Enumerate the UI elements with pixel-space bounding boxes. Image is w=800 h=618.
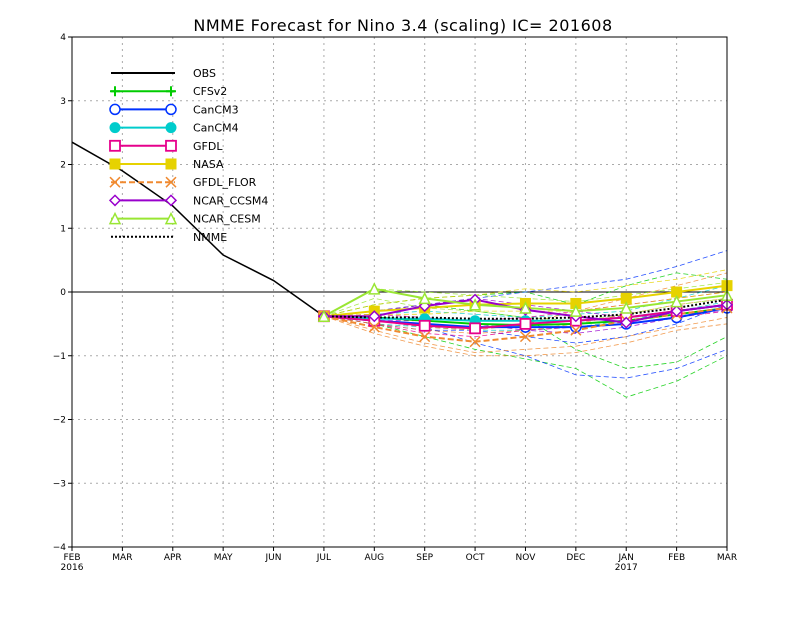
x-tick-label: FEB <box>63 553 80 563</box>
legend-marker-cfsv2 <box>166 86 176 97</box>
x-tick-label: MAR <box>717 553 737 563</box>
legend-label-cfsv2: CFSv2 <box>193 85 227 98</box>
x-tick-year: 2016 <box>61 563 84 573</box>
data-point-gfdl-flor <box>519 331 531 343</box>
legend-marker-gfdl-flor <box>109 176 121 188</box>
legend-label-nmme: NMME <box>193 231 227 244</box>
data-point-gfdl-flor <box>368 321 380 333</box>
legend: OBS CFSv2 CanCM3 CanCM4 GFDL NASA GFDL_FLOR NCA… <box>108 67 268 244</box>
x-tick-label: DEC <box>566 553 585 563</box>
legend-marker-gfdl <box>165 139 177 152</box>
data-point-gfdl-flor <box>419 331 431 343</box>
data-point-ncar-ccsm4 <box>620 316 633 329</box>
y-tick-label: −1 <box>53 352 66 362</box>
legend-marker-gfdl-flor <box>165 176 177 188</box>
x-tick-label: JUL <box>316 553 331 563</box>
legend-label-nasa: NASA <box>193 158 224 171</box>
legend-label-gfdl: GFDL <box>193 140 223 153</box>
data-point-ncar-cesm <box>317 309 331 322</box>
data-point-ncar-ccsm4 <box>368 310 381 323</box>
series-markers <box>317 280 734 348</box>
x-tick-label: SEP <box>416 553 433 563</box>
x-tick-label: JUN <box>265 553 282 563</box>
data-point-gfdl <box>519 317 532 330</box>
legend-label-gfdl-flor: GFDL_FLOR <box>193 176 257 189</box>
x-tick-label: APR <box>164 553 182 563</box>
data-point-ncar-cesm <box>620 301 633 314</box>
legend-marker-nasa <box>109 158 121 170</box>
x-tick-label: JAN <box>618 553 634 563</box>
legend-label-cancm3: CanCM3 <box>193 103 239 116</box>
data-point-ncar-cesm <box>569 304 583 317</box>
legend-marker-cancm3 <box>165 103 177 116</box>
data-point-ncar-cesm <box>670 294 683 308</box>
y-tick-label: 4 <box>60 33 66 43</box>
x-tick-label: FEB <box>668 553 685 563</box>
legend-label-ncar-ccsm4: NCAR_CCSM4 <box>193 194 268 207</box>
data-point-ncar-cesm <box>468 298 482 311</box>
legend-marker-ncar-cesm <box>164 211 178 225</box>
legend-marker-ncar-ccsm4 <box>108 194 122 207</box>
y-tick-label: 3 <box>60 97 66 107</box>
y-tick-label: −3 <box>53 479 66 489</box>
data-point-ncar-cesm <box>519 301 532 314</box>
x-tick-year: 2017 <box>615 563 638 573</box>
y-axis-ticks: −4 −3 −2 −1 0 1 2 3 4 <box>53 33 72 553</box>
x-tick-label: OCT <box>466 553 485 563</box>
grid <box>72 37 727 547</box>
legend-label-cancm4: CanCM4 <box>193 122 239 135</box>
legend-marker-cancm4 <box>109 122 121 134</box>
y-tick-label: −4 <box>53 543 67 553</box>
data-point-ncar-cesm <box>368 282 381 295</box>
legend-marker-ncar-ccsm4 <box>164 194 178 207</box>
data-point-gfdl <box>469 322 481 335</box>
y-tick-label: 0 <box>60 288 66 298</box>
x-tick-label: MAR <box>112 553 132 563</box>
data-point-ncar-ccsm4 <box>670 305 683 318</box>
legend-marker-cfsv2 <box>110 86 120 97</box>
ensemble-member-line <box>323 315 728 398</box>
data-point-gfdl-flor <box>469 336 481 348</box>
series-line-gfdl-flor <box>323 306 728 343</box>
y-tick-label: 1 <box>60 224 66 234</box>
legend-marker-nasa <box>165 158 177 170</box>
data-point-gfdl <box>418 319 431 332</box>
legend-marker-cancm3 <box>109 103 121 116</box>
x-tick-label: AUG <box>364 553 384 563</box>
y-tick-label: −2 <box>53 416 66 426</box>
legend-marker-cancm4 <box>165 122 177 134</box>
y-tick-label: 2 <box>60 161 66 171</box>
legend-marker-ncar-cesm <box>108 211 122 225</box>
legend-marker-gfdl <box>109 139 121 152</box>
chart-title: NMME Forecast for Nino 3.4 (scaling) IC=… <box>193 16 612 35</box>
data-point-ncar-cesm <box>418 291 431 305</box>
data-point-gfdl-flor <box>570 324 582 336</box>
x-tick-label: MAY <box>214 553 233 563</box>
legend-label-ncar-cesm: NCAR_CESM <box>193 213 261 226</box>
x-tick-label: NOV <box>516 553 537 563</box>
legend-label-obs: OBS <box>193 67 216 80</box>
ensemble-member-line <box>323 269 728 317</box>
